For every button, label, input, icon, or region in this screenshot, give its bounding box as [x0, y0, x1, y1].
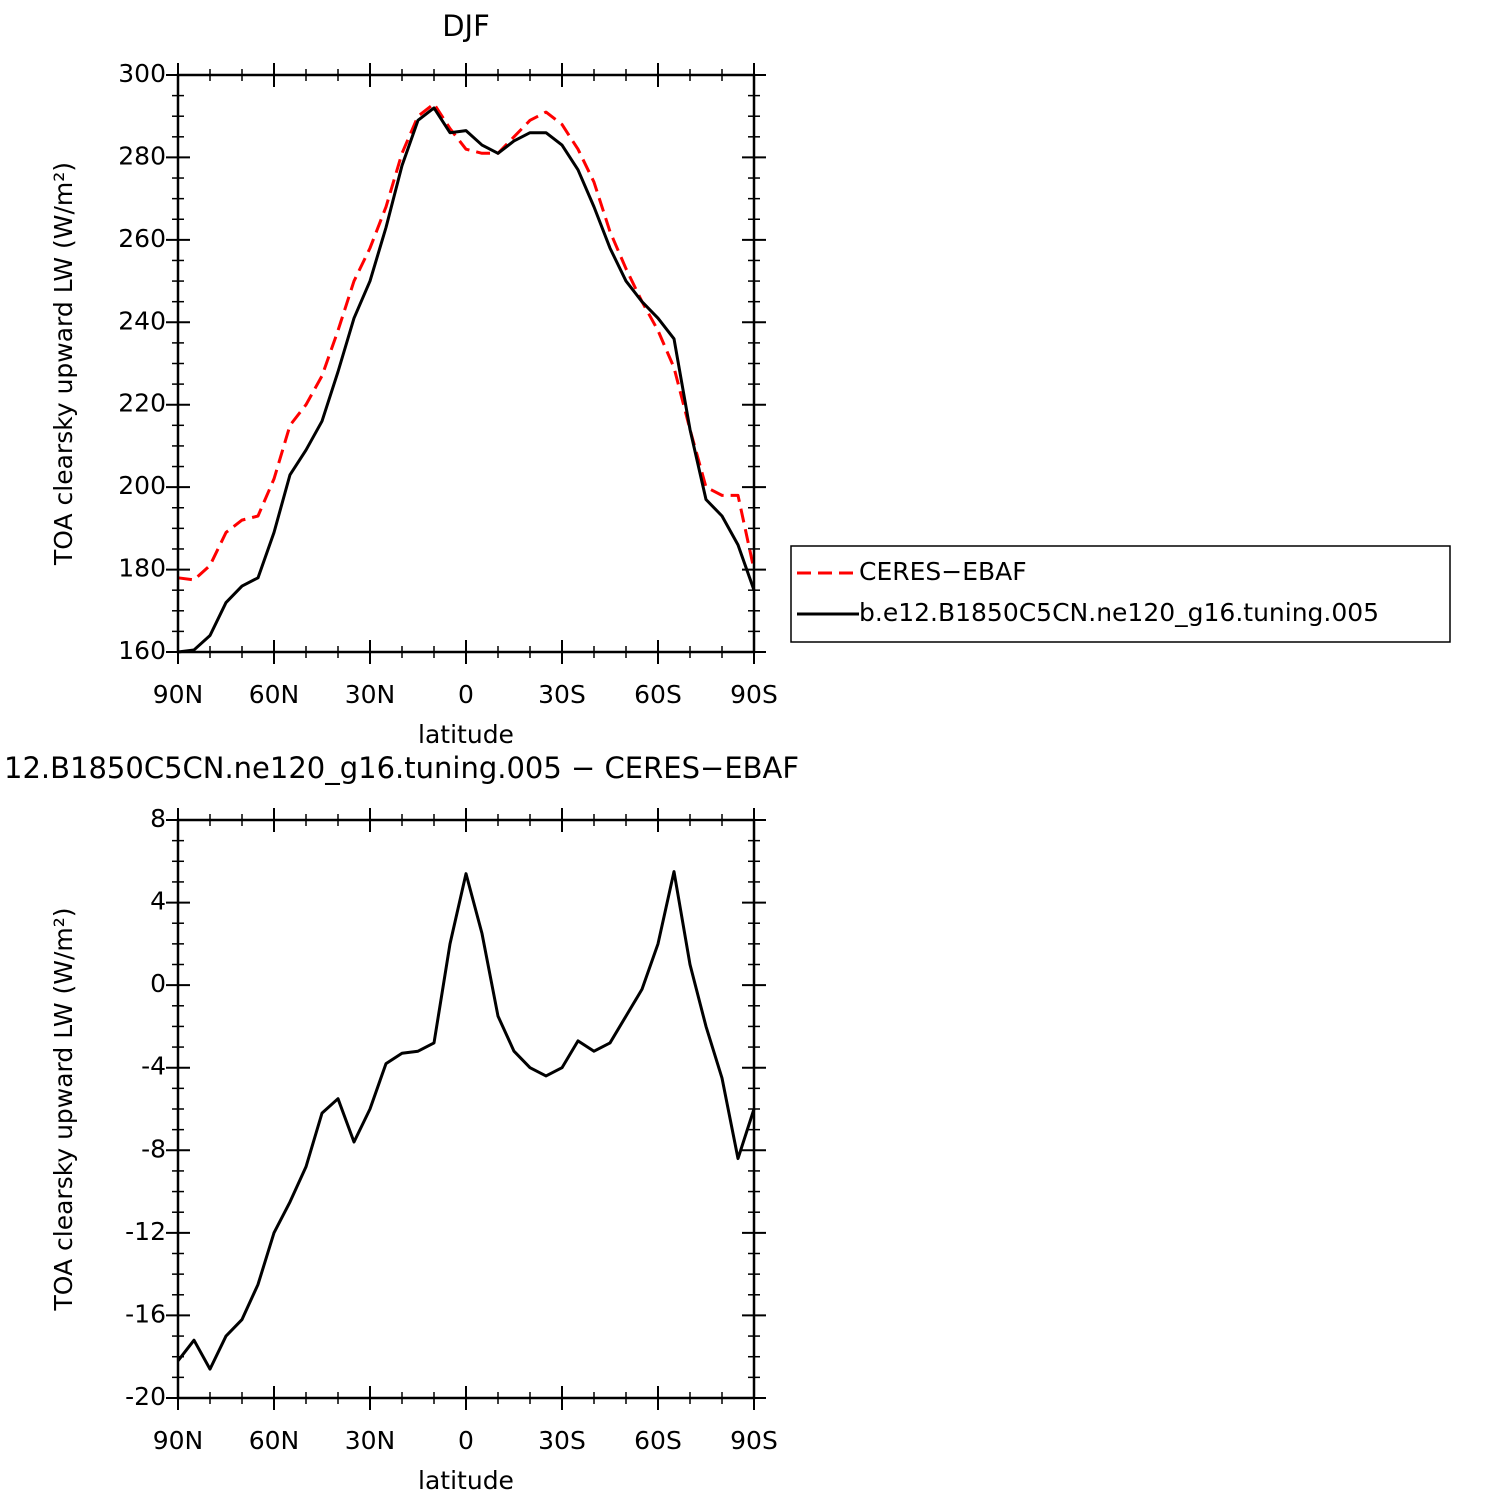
y-tick-label: 300: [118, 59, 166, 88]
x-tick-label: 30S: [538, 1426, 586, 1455]
data-line: [176, 870, 756, 1371]
y-tick-label: 0: [150, 969, 166, 998]
y-tick-label: 240: [118, 306, 166, 335]
y-tick-label: 280: [118, 141, 166, 170]
y-axis-label: TOA clearsky upward LW (W/m²): [49, 162, 78, 566]
legend-box: [790, 545, 1451, 643]
x-axis-label: latitude: [418, 1466, 514, 1495]
data-line: [177, 102, 756, 582]
y-tick-label: 220: [118, 389, 166, 418]
x-tick-label: 0: [458, 1426, 474, 1455]
x-tick-label: 90N: [153, 1426, 204, 1455]
y-tick-label: 200: [118, 471, 166, 500]
data-line: [177, 106, 756, 654]
x-tick-label: 30S: [538, 680, 586, 709]
x-tick-label: 60N: [249, 1426, 300, 1455]
x-tick-label: 90S: [730, 680, 778, 709]
x-tick-label: 60S: [634, 680, 682, 709]
y-tick-label: 8: [150, 804, 166, 833]
x-tick-label: 30N: [345, 680, 396, 709]
y-tick-label: 4: [150, 887, 166, 916]
x-tick-label: 0: [458, 680, 474, 709]
y-tick-label: 160: [118, 636, 166, 665]
y-tick-label: -8: [141, 1134, 166, 1163]
y-tick-label: -20: [125, 1382, 166, 1411]
chart-title: 12.B1850C5CN.ne120_g16.tuning.005 − CERE…: [4, 751, 799, 785]
y-tick-label: 180: [118, 554, 166, 583]
legend-label: b.e12.B1850C5CN.ne120_g16.tuning.005: [859, 598, 1379, 627]
x-tick-label: 30N: [345, 1426, 396, 1455]
chart-title: DJF: [442, 9, 490, 43]
y-tick-label: 260: [118, 224, 166, 253]
y-axis-label: TOA clearsky upward LW (W/m²): [49, 907, 78, 1311]
y-tick-label: -12: [125, 1217, 166, 1246]
plot-frame: [176, 818, 756, 1400]
x-tick-label: 90S: [730, 1426, 778, 1455]
y-tick-label: -4: [141, 1052, 166, 1081]
x-tick-label: 90N: [153, 680, 204, 709]
legend-label: CERES−EBAF: [859, 557, 1027, 586]
plot-frame: [176, 73, 756, 654]
y-tick-label: -16: [125, 1299, 166, 1328]
x-tick-label: 60N: [249, 680, 300, 709]
x-axis-label: latitude: [418, 720, 514, 749]
x-tick-label: 60S: [634, 1426, 682, 1455]
